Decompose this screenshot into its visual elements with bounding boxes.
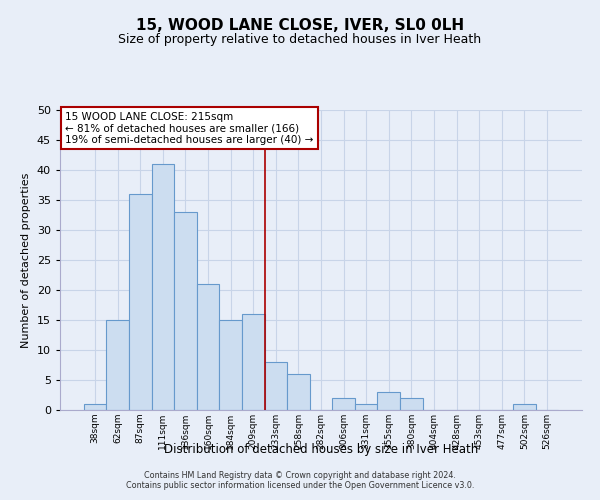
Bar bbox=[152, 164, 174, 410]
Bar bbox=[129, 194, 152, 410]
Bar bbox=[265, 362, 287, 410]
Y-axis label: Number of detached properties: Number of detached properties bbox=[21, 172, 31, 348]
Bar bbox=[197, 284, 220, 410]
Bar bbox=[332, 398, 355, 410]
Text: 15, WOOD LANE CLOSE, IVER, SL0 0LH: 15, WOOD LANE CLOSE, IVER, SL0 0LH bbox=[136, 18, 464, 32]
Bar bbox=[242, 314, 265, 410]
Bar bbox=[106, 320, 129, 410]
Text: Contains HM Land Registry data © Crown copyright and database right 2024.
Contai: Contains HM Land Registry data © Crown c… bbox=[126, 470, 474, 490]
Bar bbox=[84, 404, 106, 410]
Bar bbox=[513, 404, 536, 410]
Bar bbox=[220, 320, 242, 410]
Bar bbox=[355, 404, 377, 410]
Bar bbox=[400, 398, 422, 410]
Text: Distribution of detached houses by size in Iver Heath: Distribution of detached houses by size … bbox=[164, 442, 478, 456]
Text: 15 WOOD LANE CLOSE: 215sqm
← 81% of detached houses are smaller (166)
19% of sem: 15 WOOD LANE CLOSE: 215sqm ← 81% of deta… bbox=[65, 112, 314, 144]
Text: Size of property relative to detached houses in Iver Heath: Size of property relative to detached ho… bbox=[118, 32, 482, 46]
Bar bbox=[377, 392, 400, 410]
Bar bbox=[287, 374, 310, 410]
Bar bbox=[174, 212, 197, 410]
